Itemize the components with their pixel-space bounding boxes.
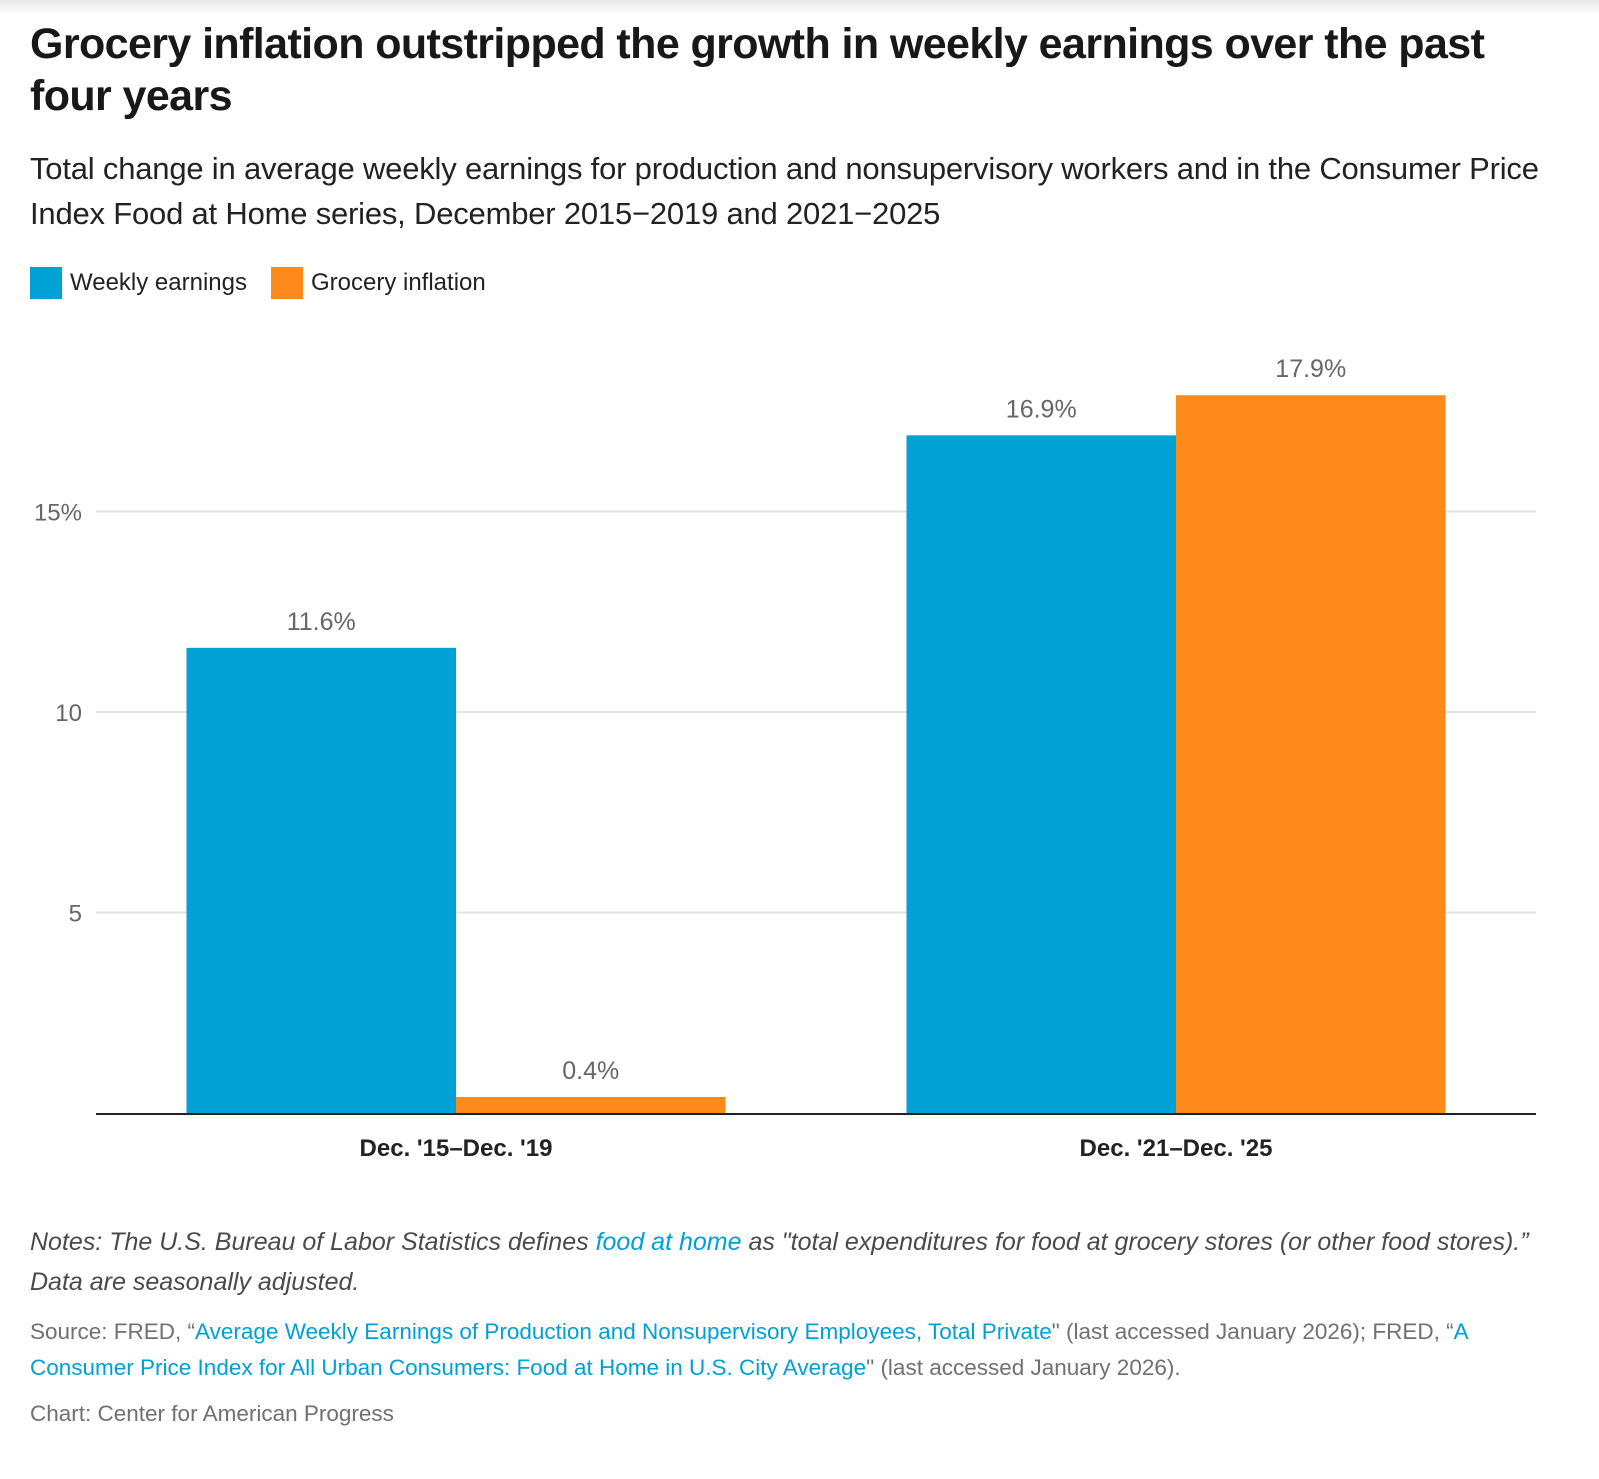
legend-item-weekly-earnings: Weekly earnings (30, 267, 247, 299)
bar-chart: 5 10 15% 11.6% 0.4% Dec. '15–Dec. '19 16.9% 17.… (34, 355, 1536, 1162)
y-tick-label: 15% (34, 500, 82, 527)
legend: Weekly earnings Grocery inflation (30, 267, 486, 299)
chart-subtitle: Total change in average weekly earnings … (30, 151, 1539, 231)
chart-credit: Chart: Center for American Progress (30, 1401, 394, 1426)
legend-label: Weekly earnings (70, 269, 247, 296)
bar-weekly-earnings (906, 435, 1176, 1113)
source-text: " (last accessed January 2026). (866, 1355, 1181, 1380)
food-at-home-link[interactable]: food at home (595, 1228, 742, 1256)
chart-title: Grocery inflation outstripped the growth… (30, 20, 1485, 120)
source-text: Source: FRED, “ (30, 1319, 196, 1344)
legend-label: Grocery inflation (310, 269, 486, 296)
y-tick-label: 10 (55, 700, 82, 727)
top-shadow (0, 0, 1599, 14)
notes-text: Notes: The U.S. Bureau of Labor Statisti… (30, 1228, 596, 1256)
data-label: 17.9% (1275, 355, 1346, 383)
bar-weekly-earnings (186, 647, 456, 1113)
notes-text: as "total expenditures for food at groce… (30, 1228, 1529, 1296)
source-link-weekly-earnings[interactable]: Average Weekly Earnings of Production an… (195, 1319, 1052, 1344)
legend-swatch-weekly (30, 267, 62, 299)
x-tick-label: Dec. '15–Dec. '19 (360, 1135, 553, 1162)
source-link-cpi-food[interactable]: A Consumer Price Index for All Urban Con… (30, 1319, 1468, 1380)
bar-grocery-inflation (1176, 395, 1446, 1114)
data-label: 16.9% (1006, 395, 1077, 423)
y-tick-label: 5 (69, 901, 82, 928)
legend-item-grocery-inflation: Grocery inflation (270, 267, 486, 299)
x-tick-label: Dec. '21–Dec. '25 (1080, 1135, 1273, 1162)
notes: Notes: The U.S. Bureau of Labor Statisti… (30, 1222, 1550, 1302)
bar-grocery-inflation (456, 1096, 726, 1113)
data-label: 11.6% (287, 608, 356, 636)
legend-swatch-grocery (270, 267, 303, 299)
data-label: 0.4% (562, 1057, 619, 1085)
source: Source: FRED, “Average Weekly Earnings o… (30, 1314, 1570, 1386)
source-text: " (last accessed January 2026); FRED, “ (1051, 1319, 1454, 1344)
